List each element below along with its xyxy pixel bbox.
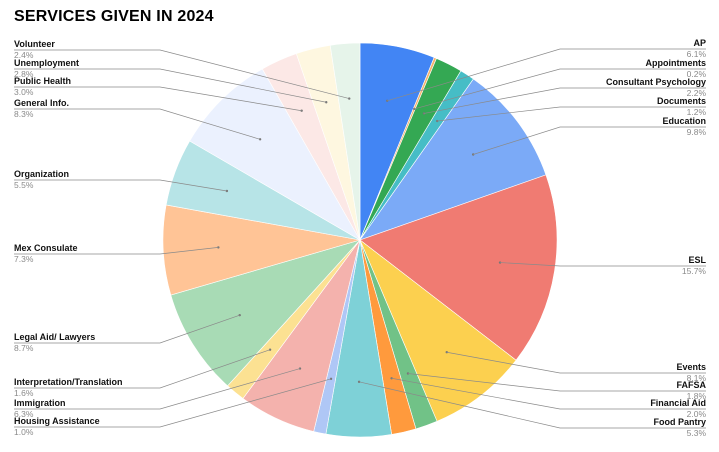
- pie-slice-19: [329, 42, 361, 241]
- slice-percent-15: 5.5%: [14, 180, 34, 190]
- leader-dot-9: [357, 380, 361, 384]
- leader-line-8: [391, 377, 706, 410]
- leader-line-5: [500, 262, 706, 267]
- leader-dot-6: [445, 351, 448, 354]
- leader-line-7: [407, 373, 706, 392]
- slice-label-4: Education: [662, 116, 706, 126]
- leader-line-0: [387, 48, 706, 102]
- slice-percent-17: 3.0%: [14, 87, 34, 97]
- leader-dot-4: [471, 153, 475, 156]
- leader-dot-3: [436, 119, 439, 123]
- leader-line-6: [446, 351, 706, 374]
- leader-line-1: [414, 68, 706, 110]
- leader-line-15: [14, 179, 227, 192]
- leader-dot-0: [386, 99, 389, 102]
- slice-percent-16: 8.3%: [14, 109, 34, 119]
- pie-slices: [162, 42, 558, 438]
- slice-percent-13: 8.7%: [14, 343, 34, 353]
- slice-percent-19: 2.4%: [14, 50, 34, 60]
- leader-dot-13: [238, 313, 241, 317]
- leader-dot-19: [348, 97, 351, 100]
- slice-percent-12: 1.6%: [14, 388, 34, 398]
- slice-label-2: Consultant Psychology: [606, 77, 706, 87]
- pie-slice-5: [359, 174, 558, 361]
- slice-percent-5: 15.7%: [682, 266, 707, 276]
- slice-label-13: Legal Aid/ Lawyers: [14, 332, 95, 342]
- pie-slice-6: [359, 239, 517, 422]
- slice-percent-8: 2.0%: [687, 409, 707, 419]
- leader-line-17: [14, 86, 302, 112]
- slice-label-14: Mex Consulate: [14, 243, 78, 253]
- slice-label-5: ESL: [688, 255, 706, 265]
- pie-slice-4: [359, 78, 547, 241]
- slice-label-1: Appointments: [646, 58, 707, 68]
- slice-label-16: General Info.: [14, 98, 69, 108]
- leader-line-4: [473, 126, 706, 155]
- slice-percent-9: 5.3%: [687, 428, 707, 438]
- leader-line-3: [437, 106, 706, 122]
- slice-label-12: Interpretation/Translation: [14, 377, 123, 387]
- leader-line-18: [14, 68, 327, 103]
- slice-label-8: Financial Aid: [650, 398, 706, 408]
- slice-percent-10: 1.0%: [14, 427, 34, 437]
- leader-line-12: [14, 349, 271, 389]
- slice-percent-1: 0.2%: [687, 69, 707, 79]
- slice-label-6: Events: [676, 362, 706, 372]
- leader-line-2: [423, 87, 706, 114]
- slice-percent-11: 6.3%: [14, 409, 34, 419]
- slice-label-19: Volunteer: [14, 39, 55, 49]
- slice-percent-0: 6.1%: [687, 49, 707, 59]
- leader-line-14: [14, 247, 219, 255]
- leader-dot-2: [422, 112, 426, 115]
- slice-label-0: AP: [693, 38, 706, 48]
- slice-label-9: Food Pantry: [653, 417, 706, 427]
- leader-dot-1: [413, 107, 416, 111]
- slice-label-18: Unemployment: [14, 58, 79, 68]
- slice-label-15: Organization: [14, 169, 69, 179]
- slice-percent-2: 2.2%: [687, 88, 707, 98]
- slice-label-17: Public Health: [14, 76, 71, 86]
- leader-line-19: [14, 49, 350, 99]
- leader-line-13: [14, 314, 240, 344]
- leader-dot-8: [390, 377, 393, 380]
- slice-label-3: Documents: [657, 96, 706, 106]
- pie-slice-16: [189, 68, 361, 241]
- slice-percent-4: 9.8%: [687, 127, 707, 137]
- pie-slice-13: [170, 239, 361, 387]
- leader-line-11: [14, 368, 301, 410]
- slice-percent-3: 1.2%: [687, 107, 707, 117]
- slice-percent-18: 2.8%: [14, 69, 34, 79]
- slice-label-10: Housing Assistance: [14, 416, 100, 426]
- leader-line-9: [359, 381, 706, 429]
- leader-line-10: [14, 378, 332, 428]
- chart-title: SERVICES GIVEN IN 2024: [14, 8, 214, 25]
- slice-percent-6: 8.1%: [687, 373, 707, 383]
- slice-percent-14: 7.3%: [14, 254, 34, 264]
- slice-label-11: Immigration: [14, 398, 66, 408]
- slice-percent-7: 1.8%: [687, 391, 707, 401]
- leader-line-16: [14, 108, 261, 140]
- slice-label-7: FAFSA: [676, 380, 706, 390]
- leader-dot-5: [498, 261, 502, 264]
